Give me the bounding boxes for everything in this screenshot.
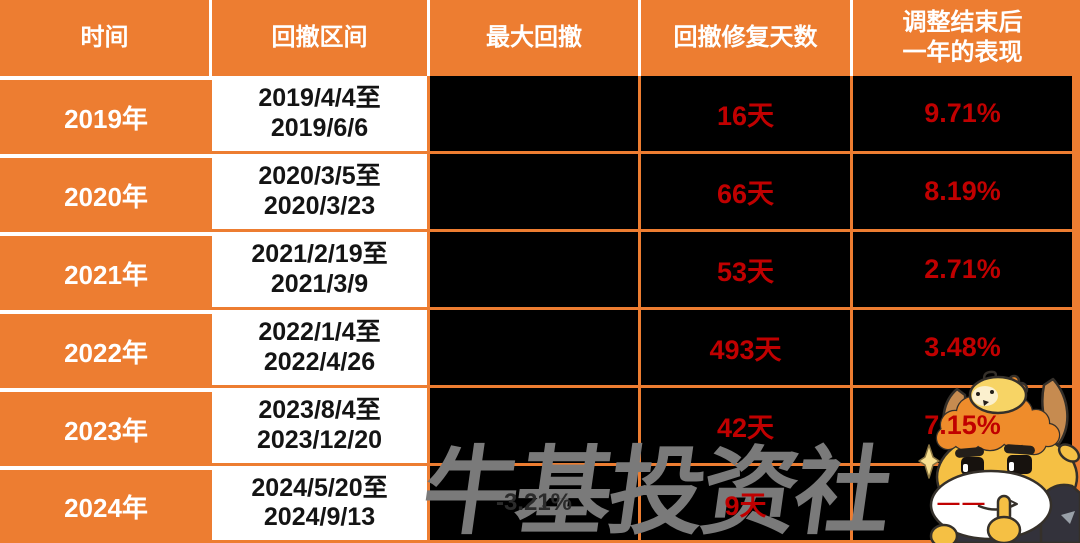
header-one-year-return: 调整结束后 一年的表现 (853, 0, 1072, 76)
header-drawdown-period: 回撤区间 (212, 0, 430, 76)
period-cell: 2022/1/4至 2022/4/26 (212, 310, 430, 388)
period-cell: 2024/5/20至 2024/9/13 (212, 466, 430, 543)
period-cell: 2020/3/5至 2020/3/23 (212, 154, 430, 232)
thumbs-up-hand (986, 494, 1022, 543)
year-cell: 2021年 (0, 232, 212, 310)
year-cell: 2019年 (0, 76, 212, 154)
max-drawdown-cell (430, 76, 641, 154)
max-drawdown-cell (430, 310, 641, 388)
one-year-return-cell: 8.19% (853, 154, 1072, 232)
year-cell: 2024年 (0, 466, 212, 543)
header-time: 时间 (0, 0, 212, 76)
max-drawdown-cell (430, 388, 641, 466)
recovery-days-cell: 9天 (641, 466, 853, 543)
right-ear (1057, 443, 1080, 463)
recovery-days-cell: 66天 (641, 154, 853, 232)
header-max-drawdown: 最大回撤 (430, 0, 641, 76)
pocket-square (1061, 511, 1075, 524)
period-cell: 2019/4/4至 2019/6/6 (212, 76, 430, 154)
max-drawdown-cell (430, 154, 641, 232)
chick (968, 374, 1029, 415)
max-drawdown-cell: -3.21% (430, 466, 641, 543)
max-drawdown-cell (430, 232, 641, 310)
one-year-return-cell: 9.71% (853, 76, 1072, 154)
sparkle-icon (918, 444, 940, 479)
one-year-return-cell: 3.48% (853, 310, 1072, 388)
recovery-days-cell: 42天 (641, 388, 853, 466)
recovery-days-cell: 16天 (641, 76, 853, 154)
one-year-return-cell: 2.71% (853, 232, 1072, 310)
period-cell: 2023/8/4至 2023/12/20 (212, 388, 430, 466)
period-cell: 2021/2/19至 2021/3/9 (212, 232, 430, 310)
recovery-days-cell: 53天 (641, 232, 853, 310)
year-cell: 2023年 (0, 388, 212, 466)
recovery-days-cell: 493天 (641, 310, 853, 388)
hidden-drawdown-value: -3.21% (495, 489, 573, 516)
bull-mascot (918, 370, 1080, 543)
header-recovery-days: 回撤修复天数 (641, 0, 853, 76)
watermark-text: 牛基投资社 (415, 439, 896, 543)
left-fist (929, 523, 959, 543)
year-cell: 2020年 (0, 154, 212, 232)
year-cell: 2022年 (0, 310, 212, 388)
